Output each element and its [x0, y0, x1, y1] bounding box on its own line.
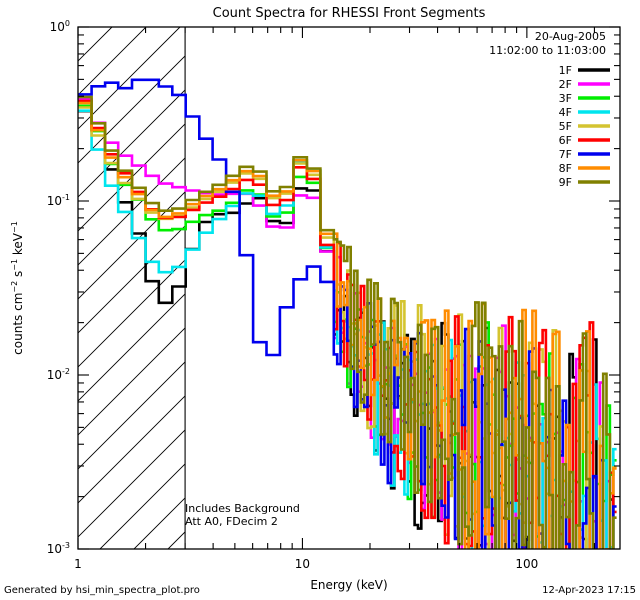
series-trace-7f — [78, 78, 617, 549]
y-tick-label: 10-1 — [47, 193, 70, 208]
legend-label-2f: 2F — [559, 78, 572, 91]
footer-timestamp: 12-Apr-2023 17:15 — [542, 585, 636, 596]
series-trace-9f — [78, 95, 617, 549]
plot-frame — [77, 26, 621, 550]
chart-title: Count Spectra for RHESSI Front Segments — [213, 6, 486, 21]
series-trace-8f — [78, 101, 617, 549]
header-time-range: 11:02:00 to 11:03:00 — [489, 44, 606, 57]
hatch-line — [78, 27, 147, 96]
hatch-line — [78, 27, 249, 198]
hatch-line — [78, 27, 215, 164]
legend-label-7f: 7F — [559, 148, 572, 161]
legend-label-3f: 3F — [559, 92, 572, 105]
header-date: 20-Aug-2005 — [535, 30, 606, 43]
y-tick-label: 100 — [50, 19, 70, 34]
legend-label-4f: 4F — [559, 106, 572, 119]
hatch-mask-right — [185, 27, 620, 549]
x-tick-label: 10 — [295, 557, 310, 571]
x-tick-label: 100 — [515, 557, 538, 571]
legend-label-1f: 1F — [559, 64, 572, 77]
hatch-line — [78, 27, 181, 130]
data-series-group — [78, 78, 617, 549]
axis-ticks — [77, 26, 620, 550]
x-tick-label: 1 — [74, 557, 82, 571]
legend-label-9f: 9F — [559, 176, 572, 189]
annotation-line-2: Att A0, FDecim 2 — [185, 515, 278, 528]
y-axis-label: counts cm−2 s−1 keV−1 — [10, 221, 25, 355]
x-axis-label: Energy (keV) — [310, 578, 387, 592]
annotation-line-1: Includes Background — [185, 502, 300, 515]
legend-label-8f: 8F — [559, 162, 572, 175]
legend-label-5f: 5F — [559, 120, 572, 133]
y-tick-label: 10-2 — [47, 367, 70, 382]
y-tick-label: 10-3 — [47, 541, 70, 556]
legend-label-6f: 6F — [559, 134, 572, 147]
footer-generated-by: Generated by hsi_min_spectra_plot.pro — [4, 585, 200, 596]
